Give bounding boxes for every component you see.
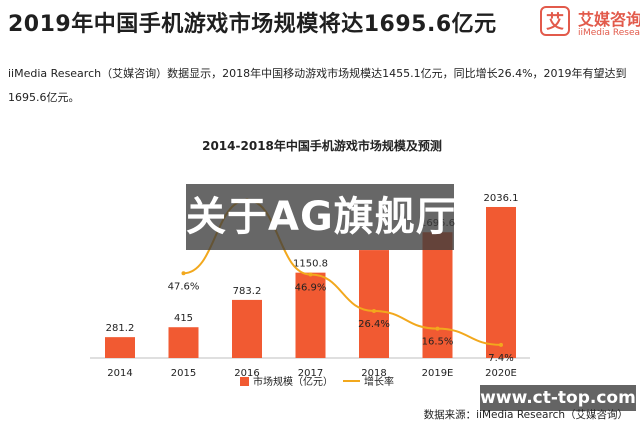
x-tick-2018: 2018 xyxy=(361,368,386,379)
growth-label-2019E: 16.5% xyxy=(422,337,454,348)
growth-label-2018: 26.4% xyxy=(358,319,390,330)
bar-2014 xyxy=(105,337,135,358)
growth-point-2019E xyxy=(435,326,440,331)
iimedia-logo: 艾 艾媒咨询 iiMedia Research xyxy=(540,6,640,42)
growth-point-2018 xyxy=(372,309,376,314)
bar-label-2014: 281.2 xyxy=(106,323,135,334)
chart-title: 2014-2018年中国手机游戏市场规模及预测 xyxy=(202,138,442,153)
growth-label-2017: 46.9% xyxy=(295,283,327,294)
x-tick-2015: 2015 xyxy=(171,368,196,379)
bar-label-2015: 415 xyxy=(174,313,193,324)
x-tick-2019E: 2019E xyxy=(422,368,454,379)
bar-2019E xyxy=(422,232,453,358)
x-tick-2017: 2017 xyxy=(298,368,323,379)
bar-2017 xyxy=(295,272,326,358)
logo-en: iiMedia Research xyxy=(578,28,640,38)
logo-cn: 艾媒咨询 xyxy=(578,10,640,29)
growth-label-2020E: 7.4% xyxy=(488,353,513,364)
bar-label-2016: 783.2 xyxy=(233,286,262,297)
site-watermark: www.ct-top.com xyxy=(480,385,636,411)
x-tick-2020E: 2020E xyxy=(485,368,517,379)
bar-2016 xyxy=(232,299,262,358)
overlay-banner-text: 关于AG旗舰厅 xyxy=(186,194,457,240)
bar-2015 xyxy=(168,327,199,358)
growth-point-2020E xyxy=(499,342,503,347)
growth-point-2015 xyxy=(181,271,186,276)
bar-2020E xyxy=(486,206,516,358)
bar-label-2017: 1150.8 xyxy=(293,259,328,270)
x-tick-2014: 2014 xyxy=(107,368,132,379)
source-note: 数据来源：iiMedia Research（艾媒咨询） xyxy=(424,408,628,421)
growth-label-2015: 47.6% xyxy=(168,281,200,292)
logo-mark: 艾 xyxy=(540,6,570,36)
legend-bar-swatch xyxy=(240,377,249,386)
x-tick-2016: 2016 xyxy=(234,368,259,379)
overlay-banner xyxy=(186,184,454,250)
headline: 2019年中国手机游戏市场规模将达1695.6亿元 xyxy=(8,12,497,37)
growth-point-2017 xyxy=(308,272,313,277)
intro-text: iiMedia Research（艾媒咨询）数据显示，2018年中国移动游戏市场… xyxy=(8,67,627,104)
bar-label-2020E: 2036.1 xyxy=(484,193,519,204)
legend-bar-label: 市场规模（亿元） xyxy=(253,375,333,388)
legend-line-label: 增长率 xyxy=(364,375,394,388)
bar-2018 xyxy=(359,250,389,358)
